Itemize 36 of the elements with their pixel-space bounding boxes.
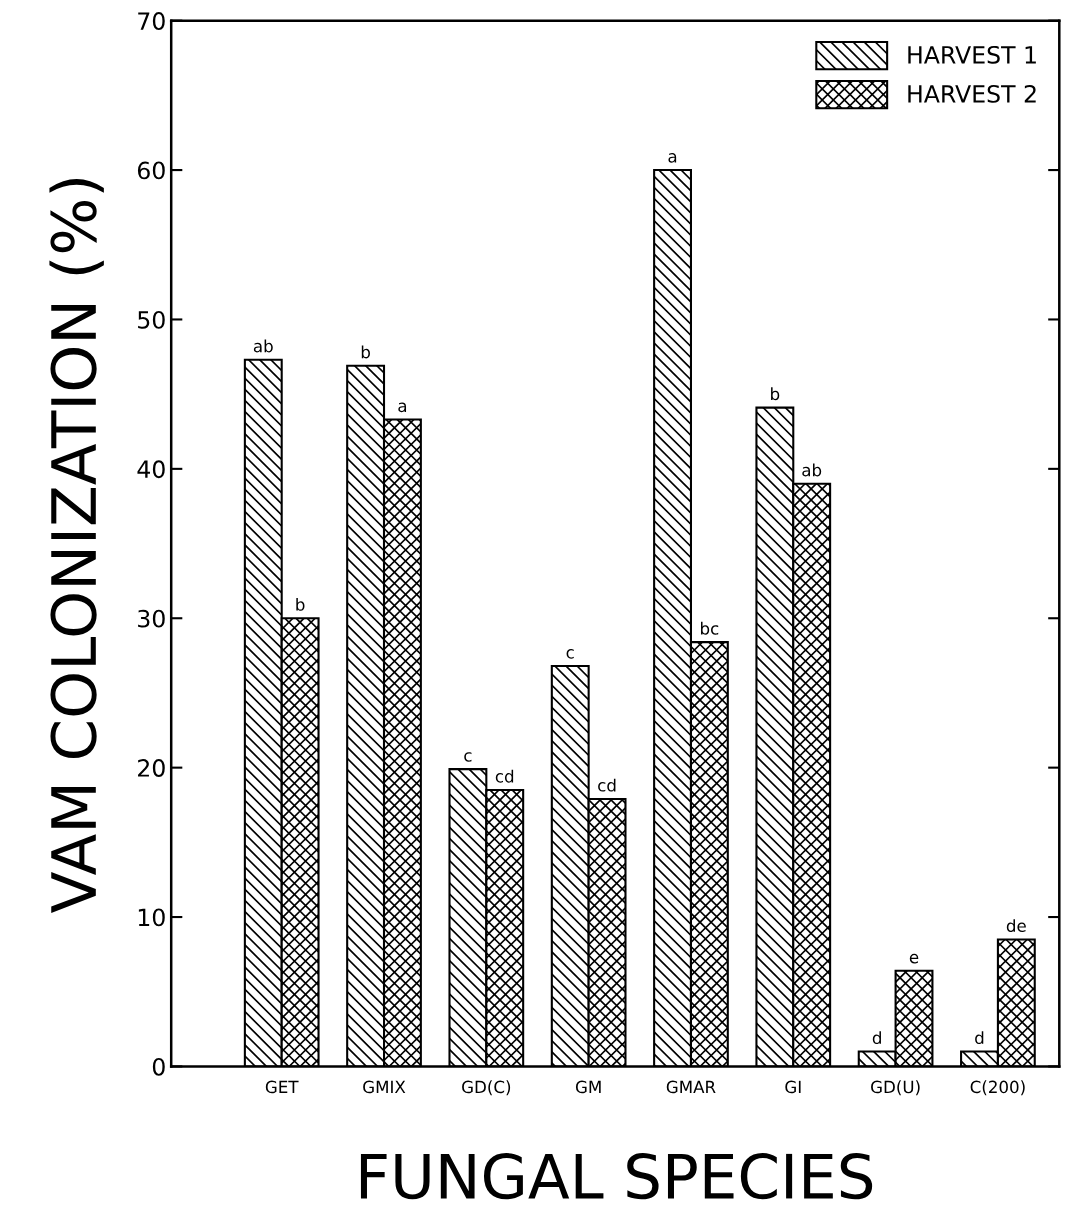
y-tick-label: 0 <box>152 1057 165 1076</box>
x-tick-label: GM <box>575 1080 601 1094</box>
data-label: bc <box>701 621 719 635</box>
y-axis-title: VAM COLONIZATION (%) <box>49 179 104 913</box>
data-label: d <box>872 1031 881 1045</box>
y-tick-label: 70 <box>138 12 165 30</box>
y-tick-label: 10 <box>138 908 165 927</box>
data-label: b <box>771 387 780 401</box>
legend-label: HARVEST 2 <box>908 84 1036 103</box>
x-tick-label: C(200) <box>970 1080 1025 1096</box>
data-label: ab <box>802 463 822 477</box>
x-tick-label: GD(C) <box>462 1080 511 1096</box>
y-tick-label: 60 <box>137 161 165 180</box>
data-label: c <box>464 752 472 762</box>
x-axis-title: FUNGAL SPECIES <box>360 1153 873 1200</box>
data-label: e <box>909 953 919 964</box>
data-label: a <box>398 402 407 413</box>
data-label: de <box>1006 919 1026 933</box>
y-tick-label: 20 <box>138 759 165 777</box>
y-tick-label: 30 <box>138 609 165 628</box>
x-tick-label: GMAR <box>666 1080 716 1094</box>
data-label: d <box>975 1031 984 1045</box>
y-tick-label: 40 <box>137 460 165 479</box>
x-tick-label: GMIX <box>363 1080 406 1094</box>
data-label: ab <box>253 339 273 353</box>
legend-label: HARVEST 1 <box>908 45 1036 64</box>
data-label: a <box>668 153 677 163</box>
data-label: b <box>361 345 370 359</box>
data-label: c <box>566 649 574 659</box>
x-tick-label: GI <box>785 1080 801 1094</box>
data-label: cd <box>495 769 514 783</box>
data-label: b <box>296 597 305 611</box>
y-tick-label: 50 <box>138 310 165 329</box>
x-tick-label: GD(U) <box>871 1080 920 1096</box>
data-label: cd <box>598 778 616 792</box>
x-tick-label: GET <box>265 1080 299 1094</box>
